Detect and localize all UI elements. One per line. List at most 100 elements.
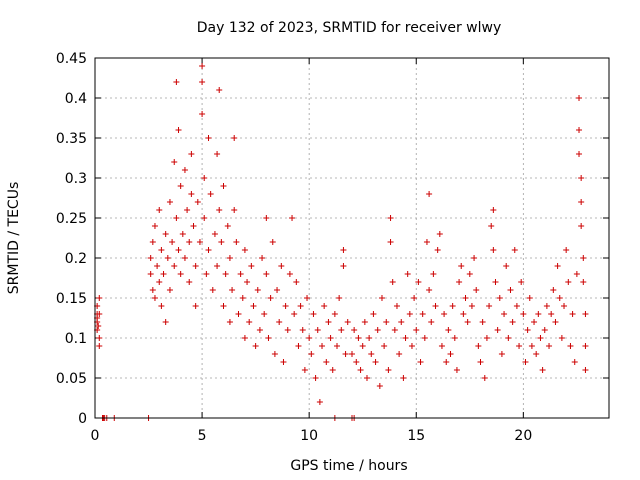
data-point xyxy=(385,367,392,373)
data-point xyxy=(539,367,546,373)
y-tick-label: 0.45 xyxy=(56,51,87,67)
data-point xyxy=(295,343,302,349)
data-point xyxy=(479,319,486,325)
data-point xyxy=(376,383,383,389)
data-point xyxy=(334,343,341,349)
data-point xyxy=(218,239,225,245)
data-point xyxy=(325,319,332,325)
data-point xyxy=(342,351,349,357)
data-point xyxy=(211,231,218,237)
data-point xyxy=(314,327,321,333)
data-point xyxy=(475,343,482,349)
data-point xyxy=(327,335,334,341)
data-point xyxy=(274,287,281,293)
data-point xyxy=(571,359,578,365)
data-point xyxy=(378,295,385,301)
data-point xyxy=(576,127,583,133)
data-point xyxy=(151,223,158,229)
data-point xyxy=(458,263,465,269)
data-point xyxy=(361,319,368,325)
data-point xyxy=(372,359,379,365)
data-point xyxy=(147,271,154,277)
data-point xyxy=(190,223,197,229)
data-point xyxy=(349,351,355,357)
data-point xyxy=(363,375,370,381)
data-point xyxy=(505,335,512,341)
y-tick-label: 0.1 xyxy=(65,331,87,347)
data-point xyxy=(156,279,163,285)
data-point xyxy=(359,343,366,349)
data-point xyxy=(280,359,287,365)
data-point xyxy=(426,191,433,197)
data-point xyxy=(340,263,347,269)
data-point xyxy=(160,271,167,277)
data-point xyxy=(329,367,336,373)
data-point xyxy=(543,303,550,309)
data-point xyxy=(357,367,364,373)
data-point xyxy=(96,311,103,317)
y-tick-label: 0.05 xyxy=(56,371,87,387)
data-point xyxy=(96,343,103,349)
data-point xyxy=(194,199,201,205)
data-point xyxy=(391,327,398,333)
data-point xyxy=(496,295,503,301)
data-point xyxy=(537,335,544,341)
data-point xyxy=(524,327,531,333)
data-point xyxy=(398,319,405,325)
data-point xyxy=(267,295,274,301)
data-point xyxy=(199,111,206,117)
data-point xyxy=(404,271,411,277)
data-point xyxy=(321,303,328,309)
data-point xyxy=(406,311,413,317)
data-point xyxy=(477,359,484,365)
data-point xyxy=(516,343,523,349)
data-point xyxy=(490,247,497,253)
data-point xyxy=(323,359,330,365)
data-point xyxy=(447,351,454,357)
data-point xyxy=(486,303,493,309)
data-point xyxy=(558,335,565,341)
data-point xyxy=(271,351,278,357)
data-point xyxy=(441,311,448,317)
data-point xyxy=(578,175,585,181)
data-point xyxy=(175,127,182,133)
data-point xyxy=(235,311,242,317)
data-point xyxy=(580,279,587,285)
data-point xyxy=(181,167,188,173)
data-point xyxy=(419,311,426,317)
data-point xyxy=(241,335,248,341)
data-point xyxy=(340,247,347,253)
data-point xyxy=(233,239,240,245)
data-point xyxy=(396,351,403,357)
data-point xyxy=(149,287,156,293)
data-point xyxy=(284,327,291,333)
data-point xyxy=(229,287,236,293)
data-point xyxy=(171,159,178,165)
data-point xyxy=(149,239,156,245)
data-point xyxy=(216,207,223,213)
data-point xyxy=(451,335,458,341)
data-point xyxy=(214,263,221,269)
data-point xyxy=(546,343,553,349)
data-point xyxy=(436,231,443,237)
data-point xyxy=(522,359,529,365)
data-point xyxy=(241,247,248,253)
data-point xyxy=(312,375,319,381)
data-point xyxy=(158,303,165,309)
data-point xyxy=(201,215,208,221)
y-tick-label: 0 xyxy=(78,411,87,427)
data-point xyxy=(156,207,163,213)
data-point xyxy=(415,279,422,285)
data-point xyxy=(319,343,326,349)
data-point xyxy=(498,351,505,357)
y-tick-label: 0.25 xyxy=(56,211,87,227)
data-point xyxy=(297,303,304,309)
y-tick-label: 0.3 xyxy=(65,171,87,187)
data-point xyxy=(531,319,538,325)
data-point xyxy=(402,335,409,341)
data-point xyxy=(173,215,180,221)
data-point xyxy=(196,239,203,245)
data-point xyxy=(304,295,311,301)
data-point xyxy=(368,351,375,357)
